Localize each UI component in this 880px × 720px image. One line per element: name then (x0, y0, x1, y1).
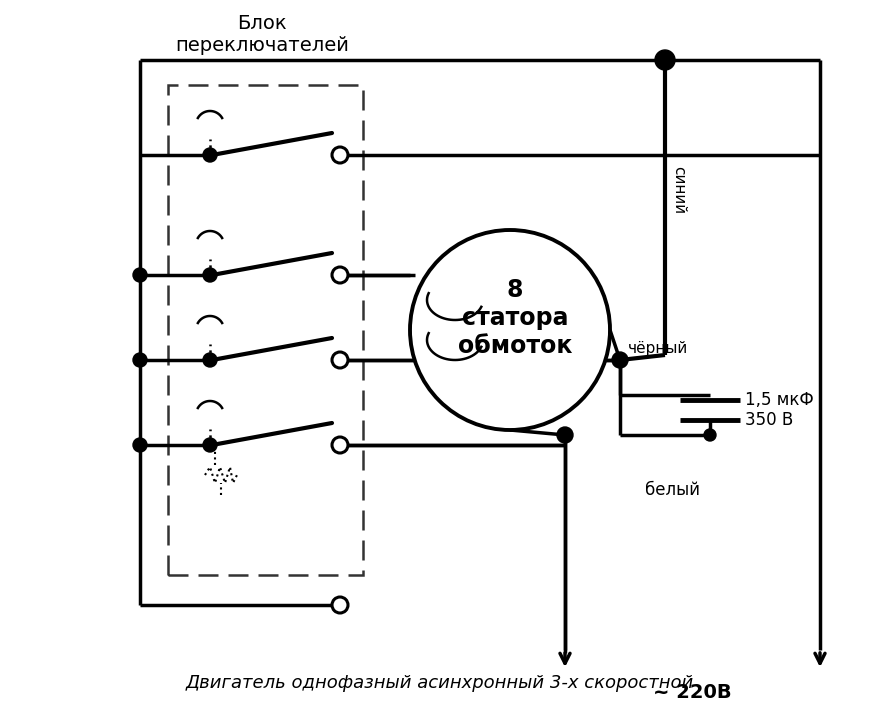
Circle shape (332, 352, 348, 368)
Circle shape (133, 438, 147, 452)
Circle shape (203, 438, 217, 452)
Text: синий: синий (671, 166, 686, 214)
Circle shape (133, 353, 147, 367)
Circle shape (655, 50, 675, 70)
Text: Блок
переключателей: Блок переключателей (175, 14, 349, 55)
FancyBboxPatch shape (10, 10, 870, 710)
Text: Двигатель однофазный асинхронный 3-х скоростной: Двигатель однофазный асинхронный 3-х ско… (186, 674, 694, 692)
Circle shape (203, 148, 217, 162)
Circle shape (704, 429, 716, 441)
Circle shape (203, 353, 217, 367)
Circle shape (410, 230, 610, 430)
Circle shape (332, 147, 348, 163)
Circle shape (203, 268, 217, 282)
Text: белый: белый (645, 481, 700, 499)
Text: чёрный: чёрный (628, 341, 688, 356)
Text: 1,5 мкФ
350 В: 1,5 мкФ 350 В (745, 391, 814, 429)
Circle shape (332, 267, 348, 283)
Text: 8
статора
обмоток: 8 статора обмоток (458, 278, 572, 358)
Circle shape (557, 427, 573, 443)
Circle shape (332, 597, 348, 613)
Circle shape (133, 268, 147, 282)
Circle shape (612, 352, 628, 368)
Text: ~ 220В: ~ 220В (653, 683, 731, 702)
Circle shape (332, 437, 348, 453)
